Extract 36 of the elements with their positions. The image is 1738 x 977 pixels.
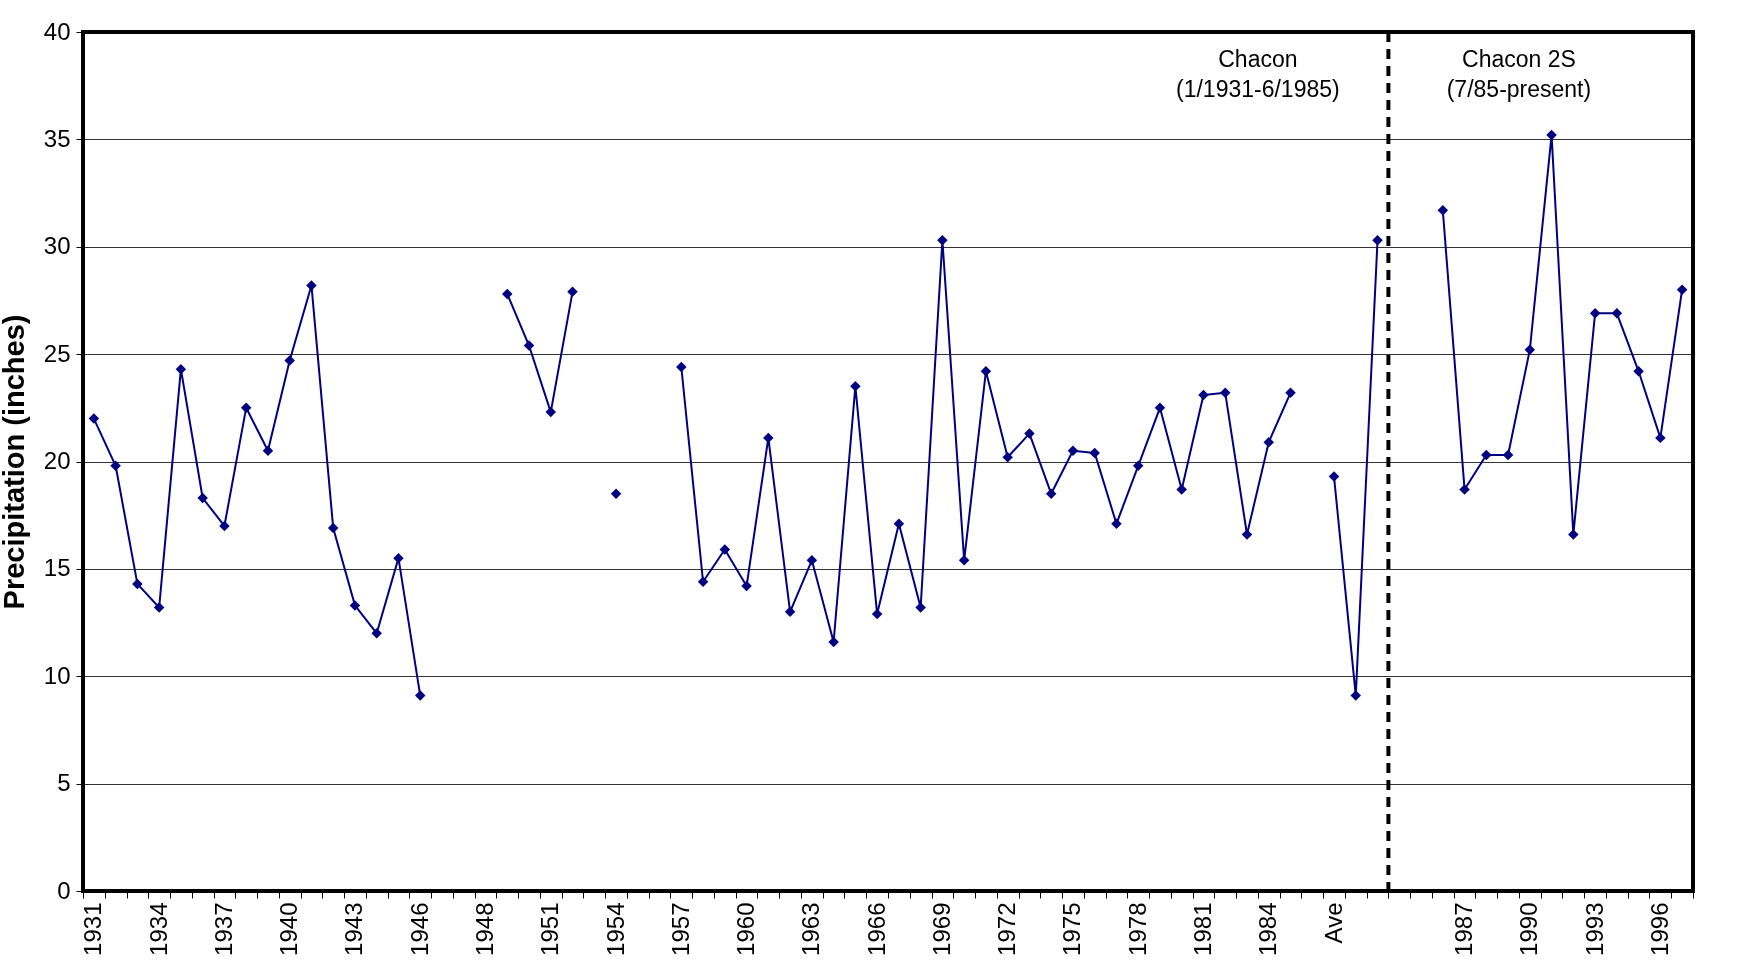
- x-tick-label: 1943: [340, 902, 368, 956]
- x-tick-label: 1960: [732, 902, 760, 956]
- x-tick-label: 1990: [1515, 902, 1543, 956]
- x-tick-label: 1940: [275, 902, 303, 956]
- x-tick-label: 1984: [1254, 902, 1282, 956]
- x-tick-label: 1963: [797, 902, 825, 956]
- x-tick-label: 1934: [144, 902, 172, 956]
- x-tick-label: 1951: [536, 902, 564, 956]
- x-tick-label: 1981: [1188, 902, 1216, 956]
- annotation: Chacon (1/1931-6/1985): [1176, 46, 1340, 102]
- x-tick-label: 1987: [1450, 902, 1478, 956]
- x-tick-label: 1972: [993, 902, 1021, 956]
- y-tick-label: 10: [43, 661, 71, 689]
- y-tick-label: 5: [57, 769, 71, 797]
- x-tick-label: 1946: [405, 902, 433, 956]
- x-tick-label: 1937: [209, 902, 237, 956]
- y-axis-title: Precipitation (inches): [0, 314, 30, 610]
- x-tick-label: 1954: [601, 902, 629, 956]
- y-tick-label: 15: [43, 554, 71, 582]
- x-tick-label: 1978: [1123, 902, 1151, 956]
- y-tick-label: 25: [43, 339, 71, 367]
- y-tick-label: 35: [43, 124, 71, 152]
- x-tick-label: 1957: [666, 902, 694, 956]
- x-tick-label: 1969: [927, 902, 955, 956]
- x-tick-label: 1996: [1645, 902, 1673, 956]
- x-tick-label: 1966: [862, 902, 890, 956]
- y-tick-label: 30: [43, 232, 71, 260]
- y-tick-label: 40: [43, 17, 71, 45]
- y-tick-label: 0: [57, 876, 71, 904]
- annotation: Chacon 2S (7/85-present): [1446, 46, 1592, 102]
- x-tick-label: 1975: [1058, 902, 1086, 956]
- x-tick-label: 1931: [79, 902, 107, 956]
- y-tick-label: 20: [43, 447, 71, 474]
- x-tick-label: Ave: [1319, 902, 1347, 944]
- x-tick-label: 1993: [1580, 902, 1608, 956]
- x-tick-label: 1948: [471, 902, 498, 956]
